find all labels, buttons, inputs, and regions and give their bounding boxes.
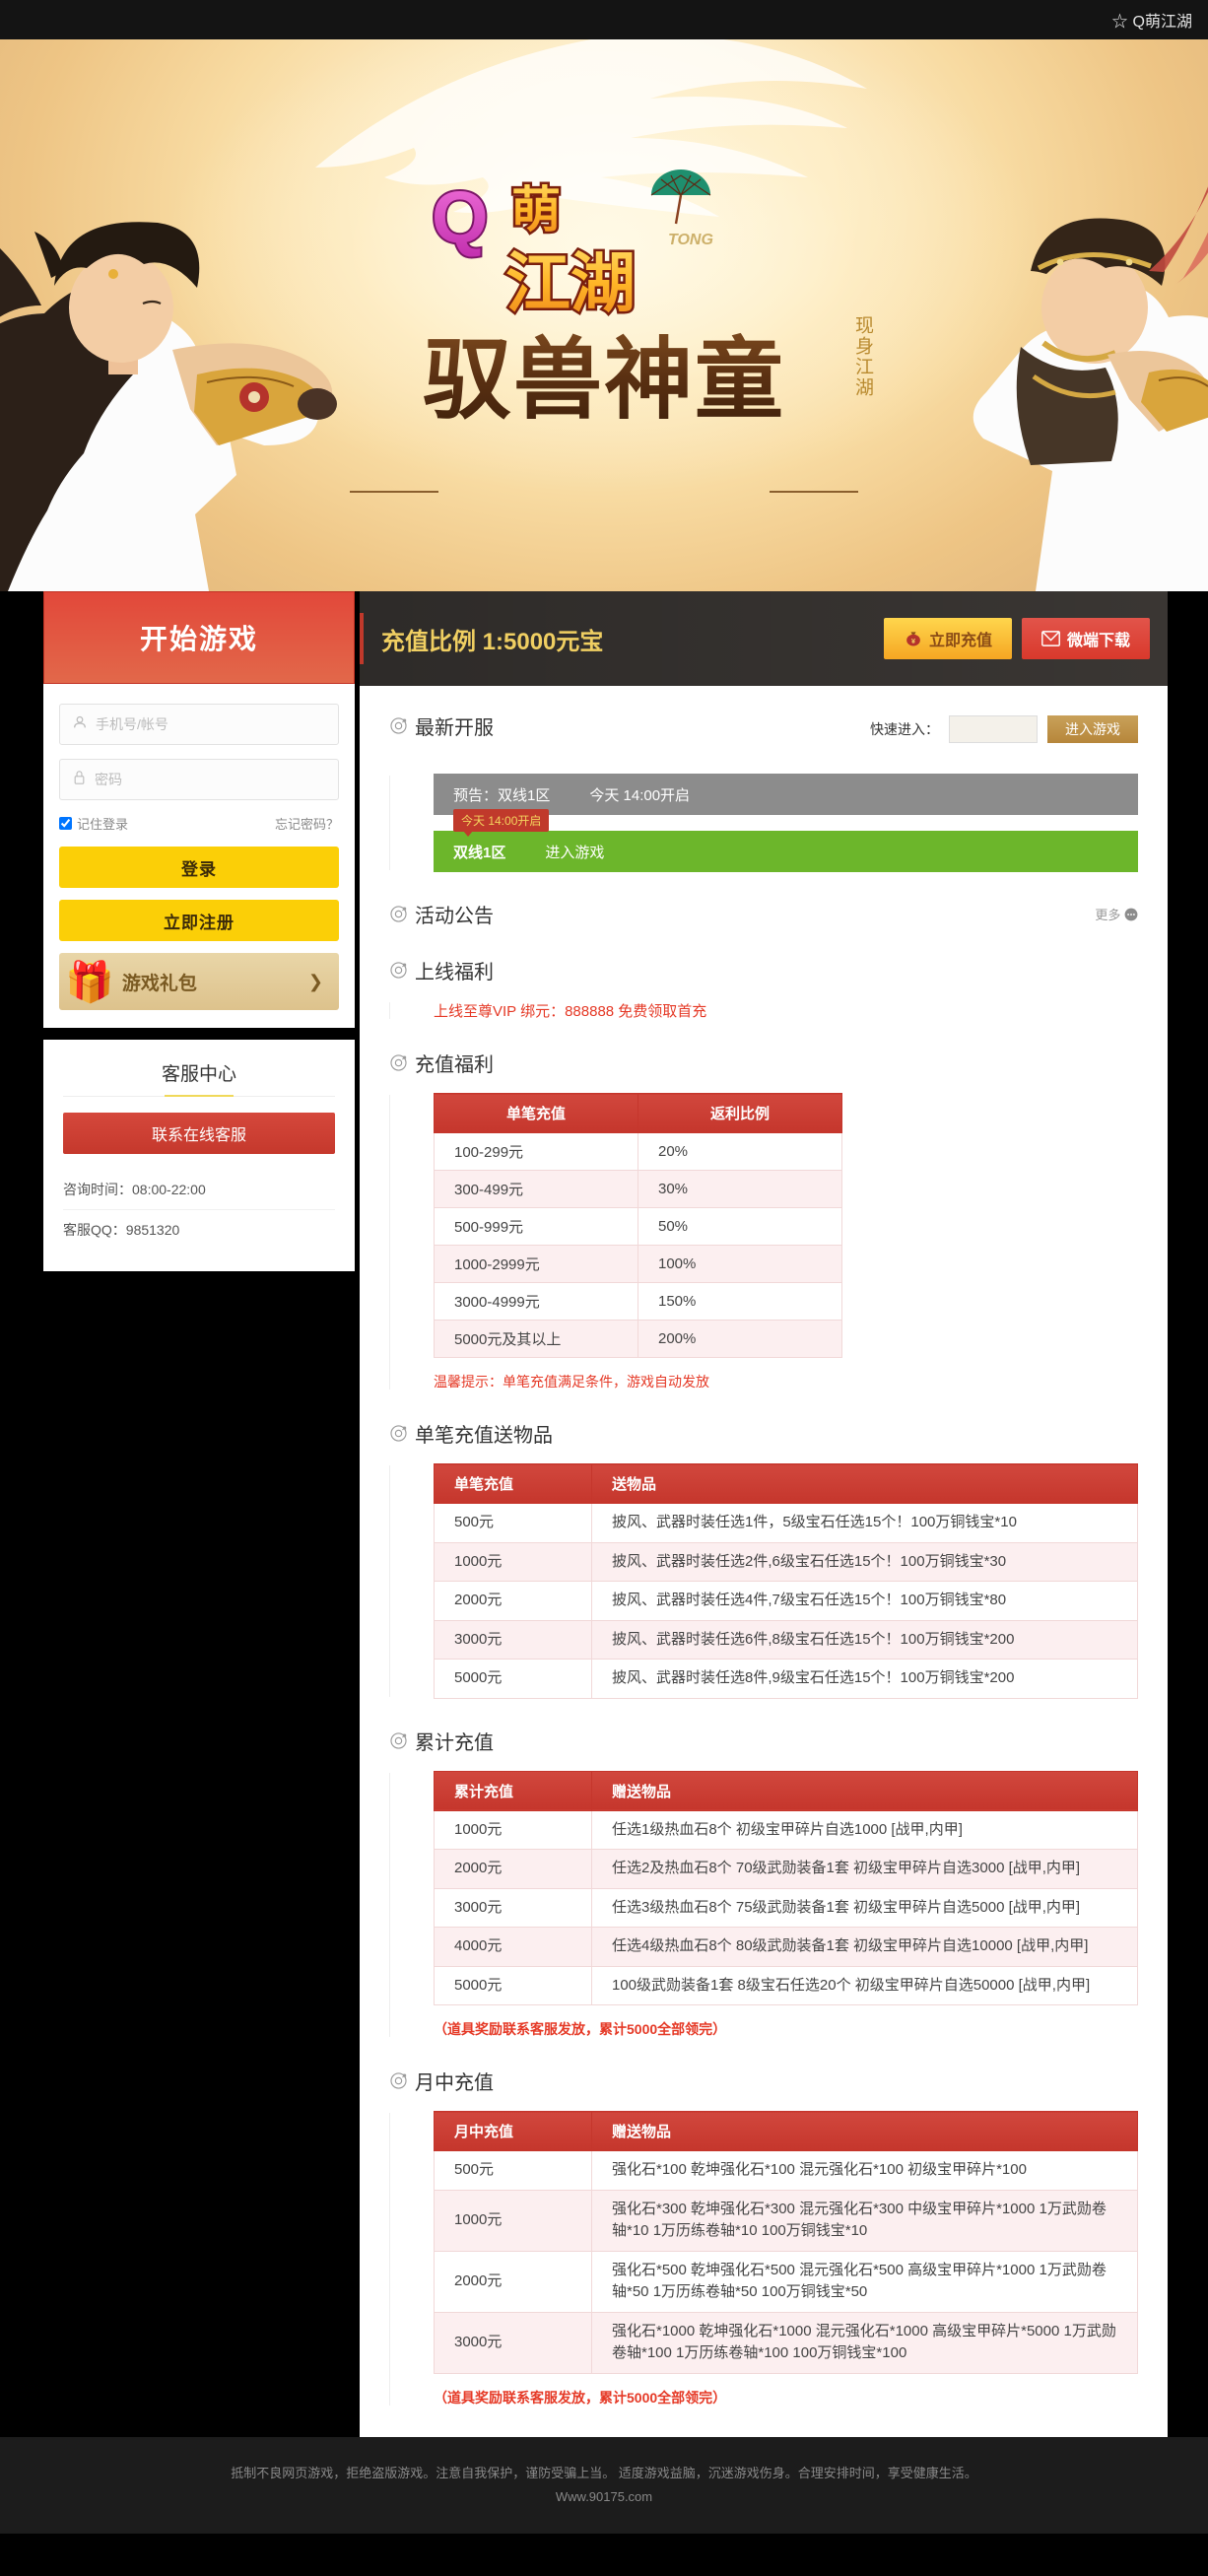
svg-text:TONG: TONG — [668, 232, 713, 248]
svg-text:萌: 萌 — [511, 182, 561, 237]
svg-text:Q: Q — [432, 176, 489, 258]
